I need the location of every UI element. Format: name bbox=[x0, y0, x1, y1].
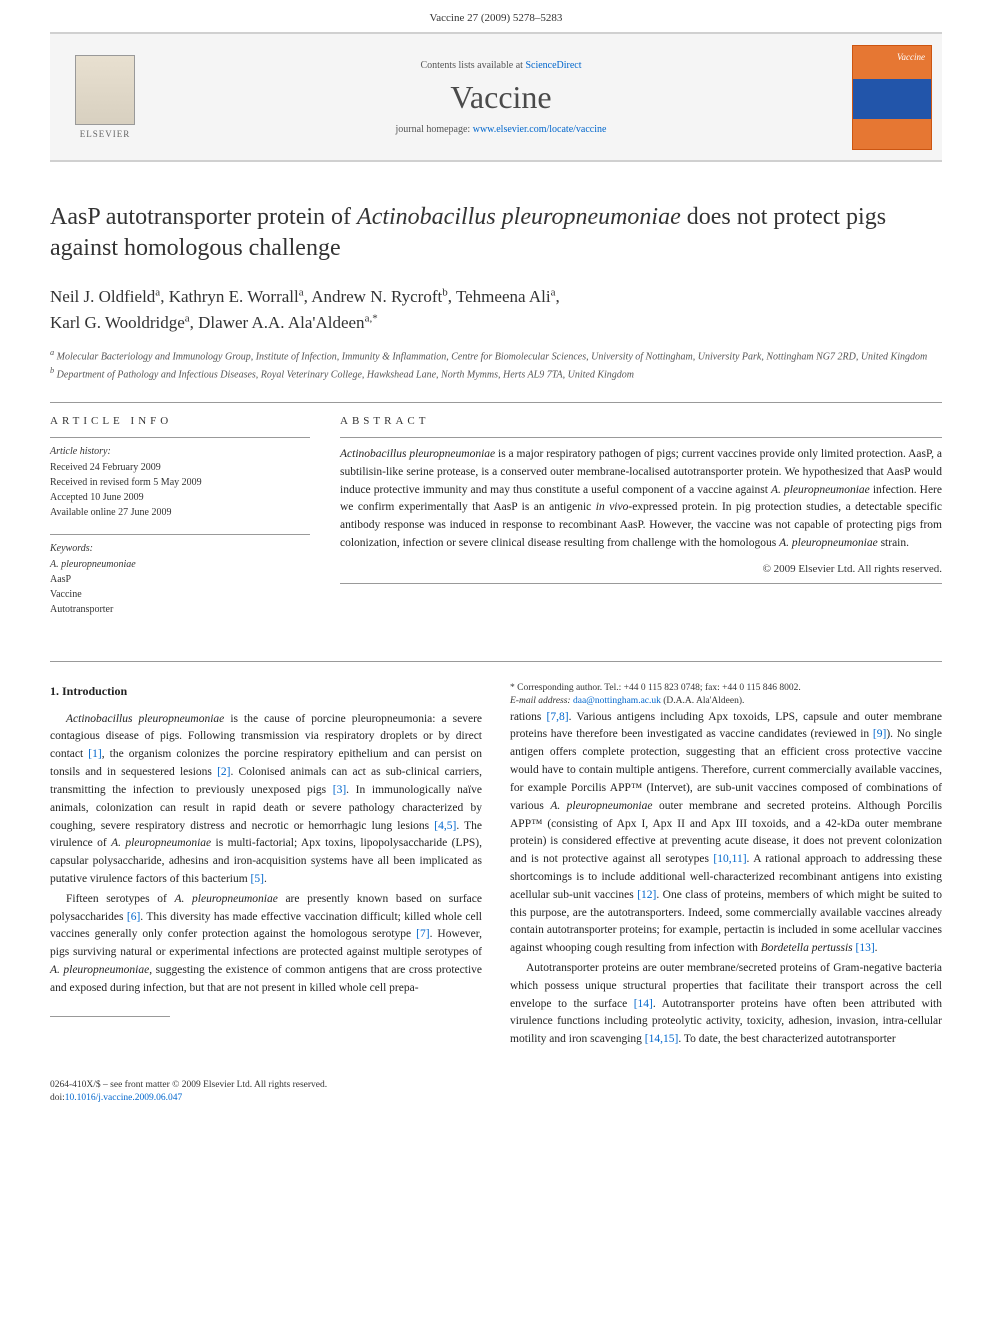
affiliation-a: a Molecular Bacteriology and Immunology … bbox=[50, 347, 942, 364]
footnote-contact: * Corresponding author. Tel.: +44 0 115 … bbox=[510, 682, 942, 695]
running-header: Vaccine 27 (2009) 5278–5283 bbox=[0, 0, 992, 32]
affiliations: a Molecular Bacteriology and Immunology … bbox=[50, 347, 942, 382]
divider bbox=[50, 402, 942, 403]
page-footer: 0264-410X/$ – see front matter © 2009 El… bbox=[0, 1069, 992, 1126]
body-paragraph: Actinobacillus pleuropneumoniae is the c… bbox=[50, 711, 482, 889]
article-info-column: ARTICLE INFO Article history: Received 2… bbox=[50, 415, 310, 631]
homepage-line: journal homepage: www.elsevier.com/locat… bbox=[150, 124, 852, 135]
author: Dlawer A.A. Ala'Aldeena,* bbox=[198, 313, 378, 332]
footnote-email-line: E-mail address: daa@nottingham.ac.uk (D.… bbox=[510, 695, 942, 708]
citation-link[interactable]: [3] bbox=[333, 784, 346, 796]
citation-link[interactable]: [7] bbox=[416, 928, 429, 940]
author: Tehmeena Alia bbox=[456, 287, 556, 306]
citation-link[interactable]: [9] bbox=[873, 728, 886, 740]
header-citation: Vaccine 27 (2009) 5278–5283 bbox=[430, 12, 563, 24]
body-text: 1. Introduction Actinobacillus pleuropne… bbox=[50, 682, 942, 1049]
doi-line: doi:10.1016/j.vaccine.2009.06.047 bbox=[50, 1092, 942, 1105]
author: Andrew N. Rycroftb bbox=[311, 287, 448, 306]
abstract-column: ABSTRACT Actinobacillus pleuropneumoniae… bbox=[340, 415, 942, 631]
article-history-block: Article history: Received 24 February 20… bbox=[50, 437, 310, 520]
author: Kathryn E. Worralla bbox=[169, 287, 304, 306]
footnote-separator bbox=[50, 1016, 170, 1017]
info-abstract-row: ARTICLE INFO Article history: Received 2… bbox=[50, 415, 942, 631]
article-info-heading: ARTICLE INFO bbox=[50, 415, 310, 427]
author: Neil J. Oldfielda bbox=[50, 287, 160, 306]
doi-link[interactable]: 10.1016/j.vaccine.2009.06.047 bbox=[65, 1093, 182, 1103]
keyword: AasP bbox=[50, 572, 310, 587]
citation-link[interactable]: [14,15] bbox=[645, 1033, 679, 1045]
citation-link[interactable]: [5] bbox=[251, 873, 264, 885]
affiliation-b: b Department of Pathology and Infectious… bbox=[50, 365, 942, 382]
history-line: Received 24 February 2009 bbox=[50, 460, 310, 475]
elsevier-logo: ELSEVIER bbox=[60, 47, 150, 147]
journal-cover-thumbnail: Vaccine bbox=[852, 45, 932, 150]
history-line: Received in revised form 5 May 2009 bbox=[50, 475, 310, 490]
author-list: Neil J. Oldfielda, Kathryn E. Worralla, … bbox=[50, 284, 942, 335]
history-label: Article history: bbox=[50, 446, 310, 457]
citation-link[interactable]: [4,5] bbox=[434, 820, 456, 832]
divider bbox=[340, 583, 942, 584]
journal-banner: ELSEVIER Contents lists available at Sci… bbox=[50, 32, 942, 162]
citation-link[interactable]: [2] bbox=[217, 766, 230, 778]
abstract-heading: ABSTRACT bbox=[340, 415, 942, 427]
citation-link[interactable]: [13] bbox=[856, 942, 875, 954]
article-title: AasP autotransporter protein of Actinoba… bbox=[50, 202, 942, 264]
history-line: Accepted 10 June 2009 bbox=[50, 490, 310, 505]
elsevier-label: ELSEVIER bbox=[80, 129, 131, 139]
keyword: Autotransporter bbox=[50, 602, 310, 617]
divider bbox=[340, 437, 942, 438]
journal-name: Vaccine bbox=[150, 79, 852, 116]
sciencedirect-link[interactable]: ScienceDirect bbox=[525, 60, 581, 71]
divider bbox=[50, 661, 942, 662]
citation-link[interactable]: [6] bbox=[127, 911, 140, 923]
cover-title: Vaccine bbox=[897, 52, 925, 62]
body-paragraph: Fifteen serotypes of A. pleuropneumoniae… bbox=[50, 891, 482, 998]
abstract-text: Actinobacillus pleuropneumoniae is a maj… bbox=[340, 446, 942, 553]
abstract-copyright: © 2009 Elsevier Ltd. All rights reserved… bbox=[340, 563, 942, 575]
banner-center: Contents lists available at ScienceDirec… bbox=[150, 60, 852, 135]
citation-link[interactable]: [14] bbox=[634, 998, 653, 1010]
keyword: Vaccine bbox=[50, 587, 310, 602]
contents-line: Contents lists available at ScienceDirec… bbox=[150, 60, 852, 71]
citation-link[interactable]: [10,11] bbox=[713, 853, 746, 865]
corresponding-author-footnote: * Corresponding author. Tel.: +44 0 115 … bbox=[510, 682, 942, 709]
homepage-link[interactable]: www.elsevier.com/locate/vaccine bbox=[473, 124, 607, 135]
body-paragraph: rations [7,8]. Various antigens includin… bbox=[510, 709, 942, 958]
history-line: Available online 27 June 2009 bbox=[50, 505, 310, 520]
author: Karl G. Wooldridgea bbox=[50, 313, 190, 332]
citation-link[interactable]: [12] bbox=[637, 889, 656, 901]
keywords-block: Keywords: A. pleuropneumoniae AasP Vacci… bbox=[50, 534, 310, 617]
email-link[interactable]: daa@nottingham.ac.uk bbox=[573, 696, 661, 706]
body-paragraph: Autotransporter proteins are outer membr… bbox=[510, 960, 942, 1049]
elsevier-tree-icon bbox=[75, 55, 135, 125]
citation-link[interactable]: [7,8] bbox=[547, 711, 569, 723]
citation-link[interactable]: [1] bbox=[88, 748, 101, 760]
keywords-label: Keywords: bbox=[50, 543, 310, 554]
section-heading: 1. Introduction bbox=[50, 682, 482, 701]
keyword: A. pleuropneumoniae bbox=[50, 557, 310, 572]
cover-stripe bbox=[853, 79, 931, 119]
article-main: AasP autotransporter protein of Actinoba… bbox=[0, 162, 992, 1069]
issn-line: 0264-410X/$ – see front matter © 2009 El… bbox=[50, 1079, 942, 1092]
